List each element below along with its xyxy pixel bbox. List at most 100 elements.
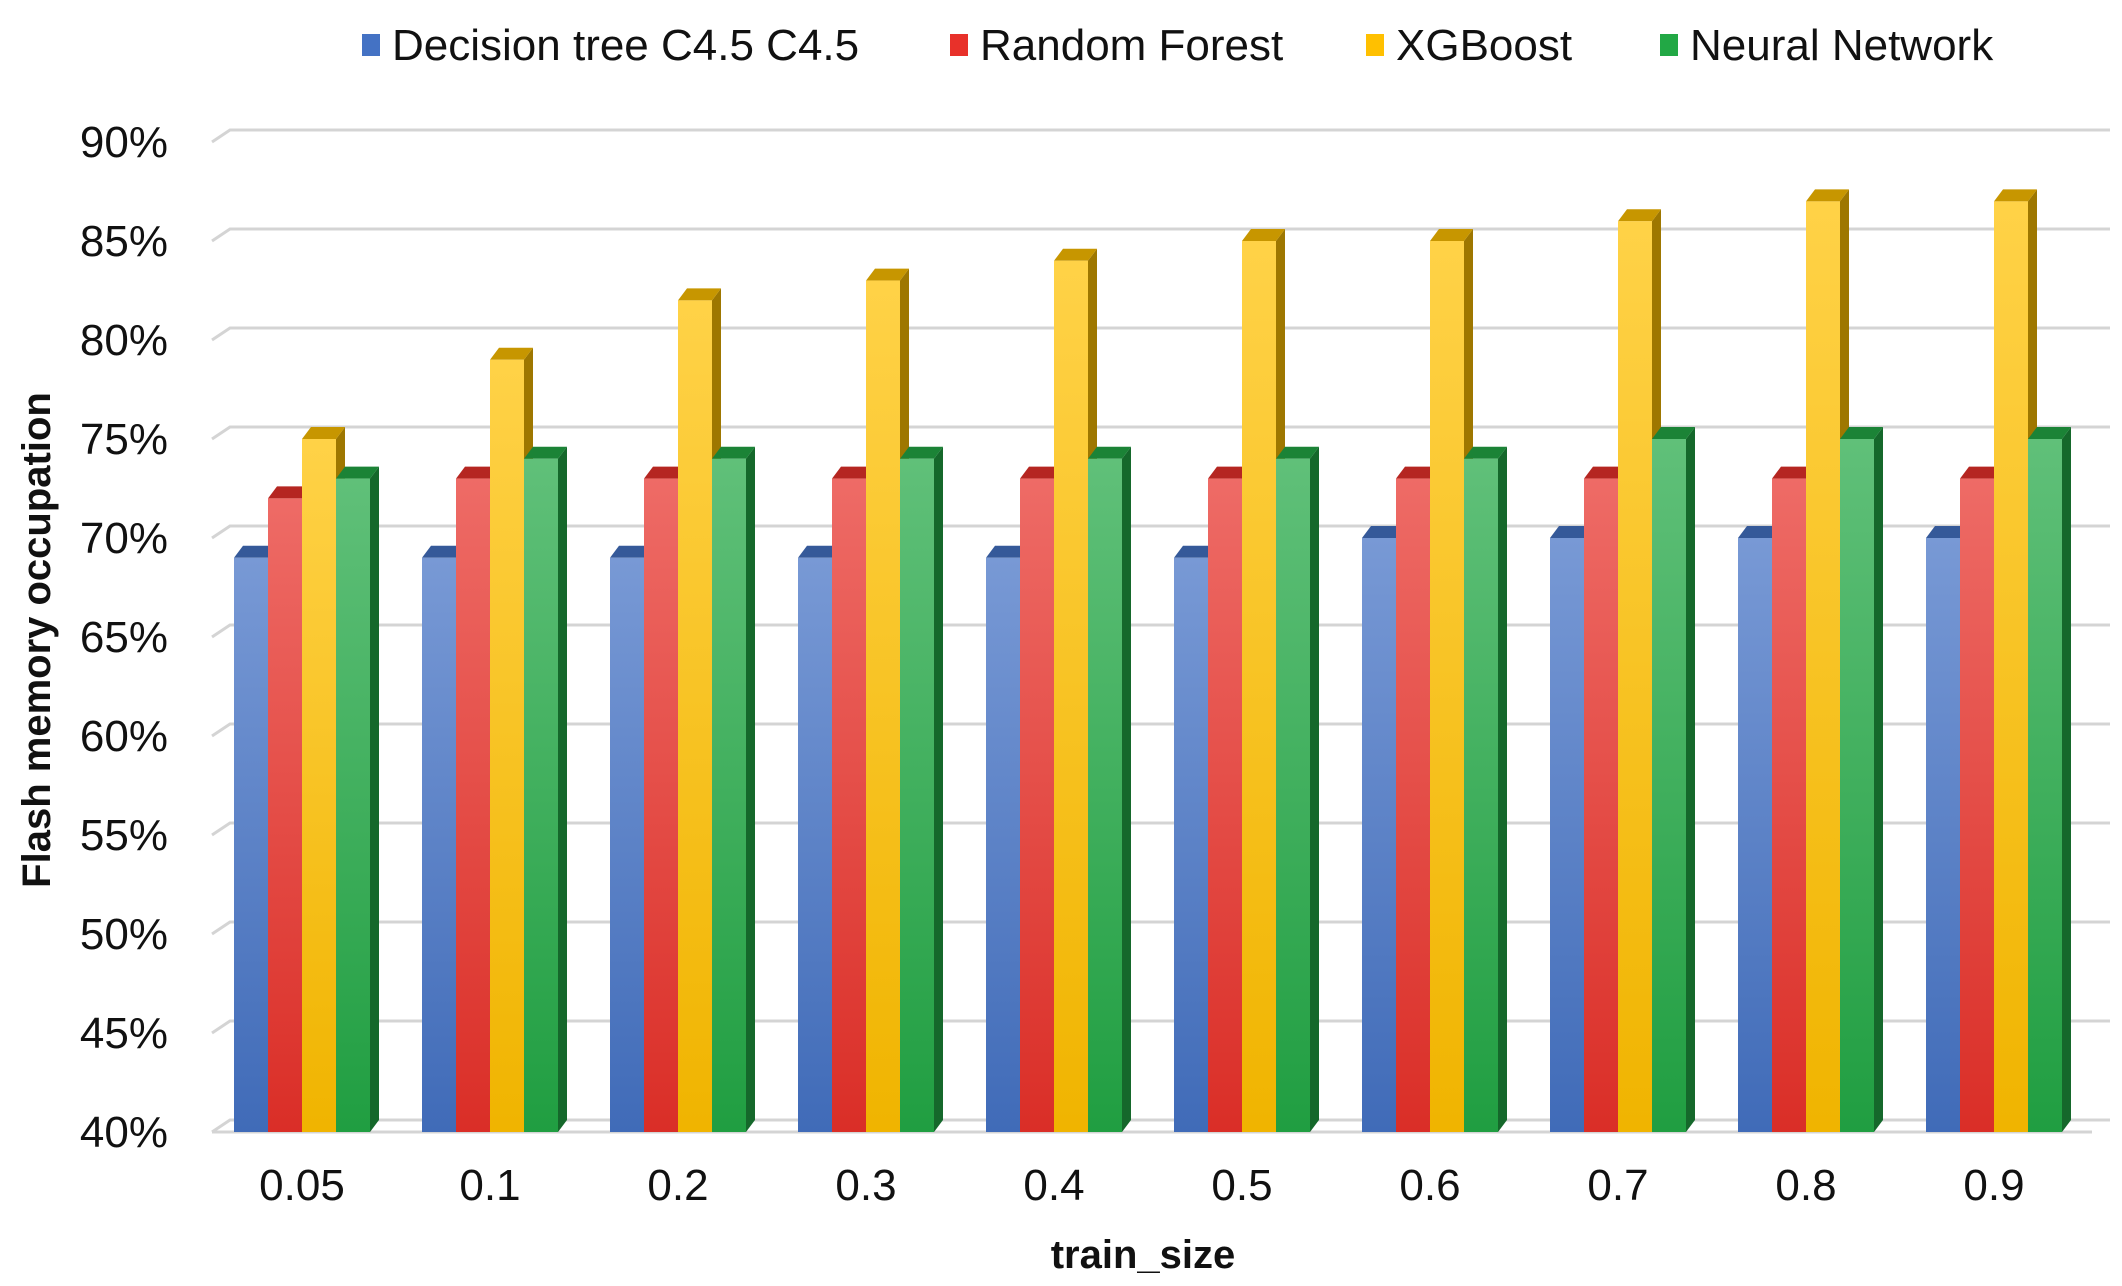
bar <box>900 446 943 1132</box>
bar <box>1088 446 1131 1132</box>
bar-top <box>644 466 687 479</box>
y-tick-label: 65% <box>80 613 168 662</box>
legend-label: Neural Network <box>1690 21 1994 70</box>
bar-top <box>866 268 909 281</box>
bar-top <box>1584 466 1627 479</box>
bar-front <box>832 478 866 1133</box>
x-tick-label: 0.4 <box>1023 1161 1084 1210</box>
bar-front <box>1652 439 1686 1132</box>
bar-top <box>1396 466 1439 479</box>
bar-front <box>712 458 746 1132</box>
bar-top <box>832 466 875 479</box>
legend-swatch <box>362 34 380 56</box>
bar-top <box>900 446 943 459</box>
gridline <box>211 326 2110 342</box>
bar-top <box>490 347 533 360</box>
bar-top <box>268 486 311 499</box>
bar-front <box>1806 201 1840 1132</box>
x-axis-ticks: 0.05 0.1 0.2 0.3 0.4 0.5 0.6 0.7 0.8 0.9 <box>259 1161 2024 1210</box>
bar-front <box>1242 241 1276 1132</box>
x-tick-label: 0.2 <box>647 1161 708 1210</box>
bar-top <box>678 288 721 301</box>
bar-side <box>934 446 943 1132</box>
bar-front <box>1430 241 1464 1132</box>
bar-front <box>866 280 900 1133</box>
bar-front <box>1840 439 1874 1132</box>
y-tick-label: 40% <box>80 1108 168 1157</box>
bar-front <box>268 498 302 1132</box>
legend-swatch <box>1366 34 1384 56</box>
bar-front <box>302 439 336 1132</box>
y-tick-label: 85% <box>80 217 168 266</box>
bar-side <box>1874 427 1883 1132</box>
gridline <box>211 227 2110 243</box>
bar-side <box>2062 427 2071 1132</box>
bar-front <box>1772 478 1806 1133</box>
x-tick-label: 0.8 <box>1775 1161 1836 1210</box>
bar-front <box>1088 458 1122 1132</box>
x-tick-label: 0.5 <box>1211 1161 1272 1210</box>
x-tick-label: 0.1 <box>459 1161 520 1210</box>
bar-top <box>1994 189 2037 202</box>
bar-top <box>1276 446 1319 459</box>
bar-top <box>1362 526 1405 538</box>
bar-front <box>490 359 524 1132</box>
gridline <box>211 425 2110 441</box>
legend-label: Decision tree C4.5 C4.5 <box>392 21 859 70</box>
legend-swatch <box>1660 34 1678 56</box>
bar-top <box>798 545 841 558</box>
bar-top <box>1738 526 1781 538</box>
bar-top <box>1464 446 1507 459</box>
bar-front <box>234 557 268 1132</box>
x-tick-label: 0.3 <box>835 1161 896 1210</box>
y-tick-label: 55% <box>80 811 168 860</box>
bar-front <box>1174 557 1208 1132</box>
bar-side <box>1122 446 1131 1132</box>
y-tick-label: 90% <box>80 118 168 167</box>
y-axis-title: Flash memory occupation <box>15 392 59 888</box>
legend-item: Decision tree C4.5 C4.5 <box>362 21 859 70</box>
legend-item: Neural Network <box>1660 21 1994 70</box>
bar-front <box>2028 439 2062 1132</box>
bar-top <box>1960 466 2003 479</box>
bar <box>524 446 567 1132</box>
bar-front <box>1738 538 1772 1132</box>
bar <box>712 446 755 1132</box>
bar-top <box>1020 466 1063 479</box>
bar-top <box>1926 526 1969 538</box>
legend-label: XGBoost <box>1396 21 1572 70</box>
bar-top <box>1772 466 1815 479</box>
bar-top <box>1618 209 1661 222</box>
legend-swatch <box>950 34 968 56</box>
bar-top <box>336 466 379 479</box>
bar-side <box>558 446 567 1132</box>
bar-top <box>422 545 465 558</box>
bar-front <box>1464 458 1498 1132</box>
bar-side <box>1498 446 1507 1132</box>
y-tick-label: 80% <box>80 316 168 365</box>
bar-side <box>1686 427 1695 1132</box>
bars <box>234 189 2071 1133</box>
bar-side <box>370 466 379 1133</box>
bar-front <box>1994 201 2028 1132</box>
legend-item: XGBoost <box>1366 21 1572 70</box>
bar-top <box>1652 427 1695 439</box>
y-tick-label: 50% <box>80 910 168 959</box>
bar-top <box>712 446 755 459</box>
bar-top <box>456 466 499 479</box>
x-tick-label: 0.7 <box>1587 1161 1648 1210</box>
bar-top <box>1088 446 1131 459</box>
bar <box>336 466 379 1133</box>
bar-top <box>986 545 1029 558</box>
bar <box>1840 427 1883 1132</box>
bar-front <box>1960 478 1994 1133</box>
x-tick-label: 0.9 <box>1963 1161 2024 1210</box>
bar-top <box>1840 427 1883 439</box>
bar-front <box>1020 478 1054 1133</box>
legend-item: Random Forest <box>950 21 1283 70</box>
legend: Decision tree C4.5 C4.5 Random Forest XGBo… <box>362 21 1994 70</box>
bar-front <box>1396 478 1430 1133</box>
bar-front <box>1550 538 1584 1132</box>
bar <box>1276 446 1319 1132</box>
